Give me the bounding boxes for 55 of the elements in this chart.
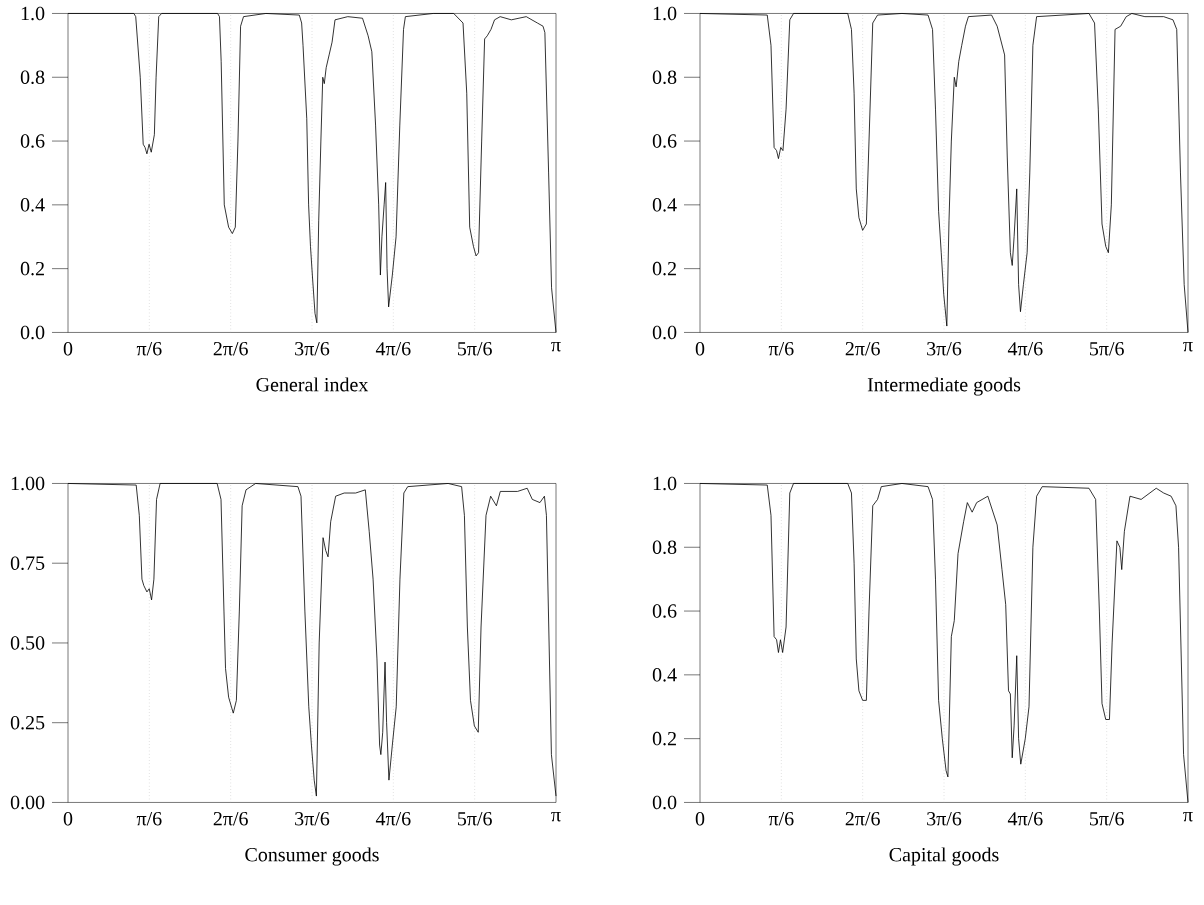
- x-tick-label: 0: [695, 341, 705, 356]
- x-tick-label: 2π/6: [845, 811, 880, 826]
- y-tick-label: 0.8: [652, 540, 677, 554]
- y-tick-label: 1.0: [21, 6, 45, 21]
- y-tick-label: 0.8: [652, 70, 677, 84]
- y-tick-label: 0.0: [652, 325, 677, 340]
- y-tick-label: 0.6: [652, 604, 677, 618]
- y-tick-label: 0.2: [652, 731, 676, 746]
- x-tick-label: 0: [63, 811, 73, 826]
- x-tick-label: 5π/6: [458, 811, 492, 826]
- y-tick-label: 0.25: [10, 715, 45, 730]
- y-tick-label: 0.2: [652, 261, 676, 276]
- x-tick-label: 3π/6: [295, 811, 330, 826]
- y-tick-label: 0.8: [20, 70, 45, 84]
- x-tick-label: 5π/6: [1090, 811, 1124, 826]
- x-tick-label: 0: [695, 811, 705, 826]
- y-tick-label: 0.50: [10, 635, 45, 650]
- x-tick-label: 0: [63, 341, 73, 356]
- x-tick-label: 5π/6: [1090, 341, 1124, 356]
- x-tick-label: π: [1183, 811, 1193, 822]
- x-tick-label: 4π/6: [1007, 811, 1043, 826]
- x-tick-label: π/6: [768, 811, 794, 826]
- x-tick-label: 4π/6: [1007, 341, 1043, 356]
- y-tick-label: 0.4: [20, 197, 45, 212]
- text: Consumer goods: [245, 847, 379, 866]
- y-tick-label: 0.4: [652, 197, 677, 212]
- x-tick-label: 3π/6: [927, 341, 962, 356]
- x-tick-label: 2π/6: [845, 341, 880, 356]
- x-tick-label: π: [551, 811, 561, 822]
- y-tick-label: 0.00: [10, 795, 45, 810]
- x-tick-label: π: [551, 341, 561, 352]
- y-tick-label: 0.6: [652, 134, 677, 148]
- y-tick-label: 1.0: [653, 6, 677, 21]
- y-tick-label: 0.4: [652, 667, 677, 682]
- y-tick-label: 0.2: [20, 261, 44, 276]
- x-tick-label: 4π/6: [375, 811, 411, 826]
- text: General index: [256, 377, 369, 392]
- text: Capital goods: [889, 847, 999, 866]
- y-tick-label: 0.0: [652, 795, 677, 810]
- x-tick-label: π/6: [768, 341, 794, 356]
- x-tick-label: 3π/6: [927, 811, 962, 826]
- x-tick-label: 4π/6: [375, 341, 411, 356]
- y-tick-label: 0.0: [20, 325, 45, 340]
- x-tick-label: π: [1183, 341, 1193, 352]
- x-tick-label: π/6: [136, 811, 162, 826]
- y-tick-label: 1.00: [11, 476, 45, 491]
- x-tick-label: 3π/6: [295, 341, 330, 356]
- y-tick-label: 0.6: [20, 134, 45, 148]
- text: Intermediate goods: [867, 377, 1021, 396]
- x-tick-label: 5π/6: [458, 341, 492, 356]
- x-tick-label: 2π/6: [213, 811, 248, 826]
- x-tick-label: π/6: [136, 341, 162, 356]
- x-tick-label: 2π/6: [213, 341, 248, 356]
- y-tick-label: 0.75: [10, 556, 45, 570]
- y-tick-label: 1.0: [653, 476, 677, 491]
